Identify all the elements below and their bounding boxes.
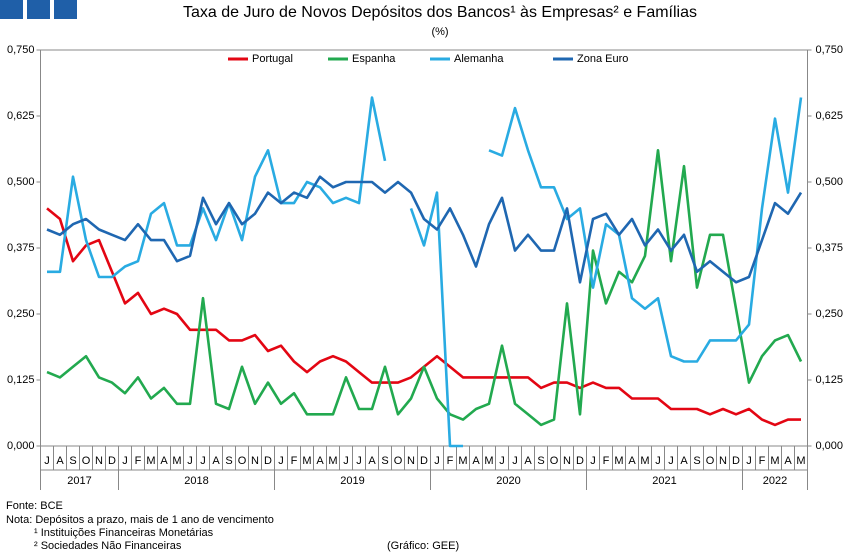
y-tick-label: 0,500 [7, 176, 35, 188]
x-tick-label: D [576, 455, 584, 467]
x-tick-label: M [796, 455, 805, 467]
legend-label: Alemanha [454, 53, 504, 65]
x-tick-label: J [200, 455, 206, 467]
x-tick-label: J [434, 455, 440, 467]
x-tick-label: J [187, 455, 193, 467]
x-tick-label: A [784, 455, 792, 467]
x-tick-label: J [499, 455, 505, 467]
x-tick-label: O [238, 455, 247, 467]
legend-label: Espanha [352, 53, 396, 65]
x-tick-label: A [368, 455, 376, 467]
x-tick-label: J [278, 455, 284, 467]
chart-title: Taxa de Juro de Novos Depósitos dos Banc… [183, 4, 697, 21]
year-label: 2022 [763, 475, 787, 487]
logo-block [27, 0, 50, 19]
y2-tick-label: 0,375 [816, 242, 844, 254]
x-tick-label: J [44, 455, 50, 467]
year-label: 2017 [67, 475, 91, 487]
y2-tick-label: 0,250 [816, 308, 844, 320]
series-line [47, 96, 803, 448]
x-tick-label: S [381, 455, 388, 467]
x-tick-label: M [458, 455, 467, 467]
y2-tick-label: 0,625 [816, 110, 844, 122]
y-tick-label: 0,375 [7, 242, 35, 254]
y2-tick-label: 0,500 [816, 176, 844, 188]
x-tick-label: O [394, 455, 403, 467]
x-tick-label: J [746, 455, 752, 467]
x-tick-label: F [447, 455, 454, 467]
x-tick-label: O [706, 455, 715, 467]
x-tick-label: N [719, 455, 727, 467]
note: ² Sociedades Não Financeiras [34, 540, 182, 552]
x-tick-label: F [291, 455, 298, 467]
series-line [46, 175, 803, 284]
legend-label: Zona Euro [577, 53, 628, 65]
x-tick-label: J [343, 455, 349, 467]
series-line [46, 149, 803, 427]
x-tick-label: N [563, 455, 571, 467]
x-tick-label: A [680, 455, 688, 467]
chart-subtitle: (%) [431, 26, 448, 38]
x-tick-label: J [655, 455, 661, 467]
x-tick-label: N [251, 455, 259, 467]
x-tick-label: D [264, 455, 272, 467]
x-tick-label: A [524, 455, 532, 467]
x-tick-label: F [603, 455, 610, 467]
x-tick-label: A [56, 455, 64, 467]
y2-tick-label: 0,750 [816, 44, 844, 56]
x-tick-label: N [407, 455, 415, 467]
y-tick-label: 0,750 [7, 44, 35, 56]
x-tick-label: M [640, 455, 649, 467]
note: Nota: Depósitos a prazo, mais de 1 ano d… [6, 514, 274, 526]
year-label: 2019 [340, 475, 364, 487]
logo-block [54, 0, 77, 19]
x-tick-label: S [693, 455, 700, 467]
x-tick-label: A [316, 455, 324, 467]
x-tick-label: M [770, 455, 779, 467]
x-tick-label: O [550, 455, 559, 467]
y-tick-label: 0,250 [7, 308, 35, 320]
x-tick-label: D [420, 455, 428, 467]
x-tick-label: S [69, 455, 76, 467]
note: ¹ Instituições Financeiras Monetárias [34, 527, 214, 539]
x-tick-label: F [759, 455, 766, 467]
y-tick-label: 0,125 [7, 374, 35, 386]
credit: (Gráfico: GEE) [387, 540, 459, 552]
logo-block [0, 0, 23, 19]
x-tick-label: A [212, 455, 220, 467]
x-tick-label: J [356, 455, 362, 467]
x-tick-label: J [590, 455, 596, 467]
x-tick-label: O [82, 455, 91, 467]
year-label: 2020 [496, 475, 520, 487]
x-tick-label: M [172, 455, 181, 467]
x-tick-label: M [302, 455, 311, 467]
legend-label: Portugal [252, 53, 293, 65]
x-tick-label: S [537, 455, 544, 467]
x-tick-label: M [614, 455, 623, 467]
x-tick-label: A [628, 455, 636, 467]
note: Fonte: BCE [6, 500, 63, 512]
x-tick-label: D [108, 455, 116, 467]
y2-tick-label: 0,125 [816, 374, 844, 386]
x-tick-label: M [328, 455, 337, 467]
y2-tick-label: 0,000 [816, 440, 844, 452]
x-tick-label: S [225, 455, 232, 467]
x-tick-label: J [512, 455, 518, 467]
x-tick-label: D [732, 455, 740, 467]
x-tick-label: J [668, 455, 674, 467]
y-tick-label: 0,000 [7, 440, 35, 452]
year-label: 2021 [652, 475, 676, 487]
x-tick-label: A [472, 455, 480, 467]
x-tick-label: M [484, 455, 493, 467]
x-tick-label: N [95, 455, 103, 467]
year-label: 2018 [184, 475, 208, 487]
x-tick-label: F [135, 455, 142, 467]
x-tick-label: M [146, 455, 155, 467]
x-tick-label: A [160, 455, 168, 467]
x-tick-label: J [122, 455, 128, 467]
y-tick-label: 0,625 [7, 110, 35, 122]
